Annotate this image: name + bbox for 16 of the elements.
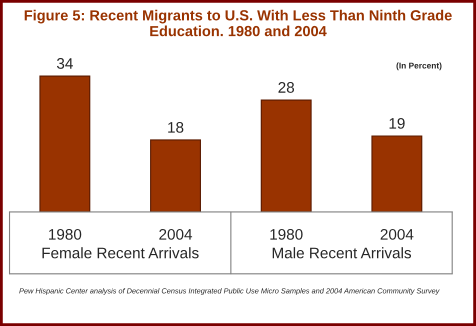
data-label: 19 [390, 118, 405, 129]
bar [150, 139, 201, 212]
text: Male Recent Arrivals [272, 247, 412, 258]
bar [371, 135, 422, 212]
x-tick-label: 2004 [159, 228, 192, 240]
x-tick-label: 2004 [380, 228, 414, 240]
data-label: 28 [278, 82, 294, 93]
text: Female Recent Arrivals [42, 247, 199, 258]
x-tick-label: 1980 [49, 228, 82, 240]
bar [260, 99, 312, 212]
text: (In Percent) [396, 62, 442, 70]
bar [39, 76, 90, 212]
chart-title: Figure 5: Recent Migrants to U.S. With Less Than Ninth Grade Education. 1980 and 2004 [24, 10, 452, 36]
x-tick-label: 1980 [270, 228, 303, 240]
data-label: 18 [168, 122, 184, 133]
data-label: 34 [56, 58, 73, 69]
